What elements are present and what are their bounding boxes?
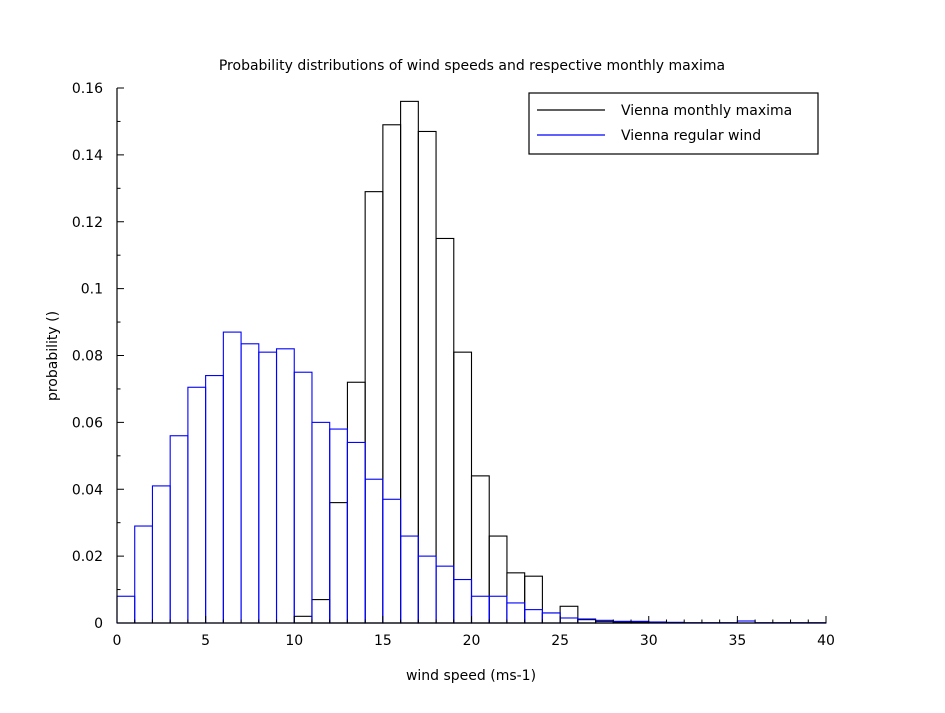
maxima-bar-25 <box>559 605 579 624</box>
x-tick-label-20: 20 <box>463 633 481 649</box>
regular-bar-19 <box>453 578 473 624</box>
maxima-bar-12 <box>329 502 348 624</box>
x-axis-label: wind speed (ms-1) <box>406 668 536 684</box>
regular-bar-2 <box>151 485 171 624</box>
legend-label-monthly-maxima: Vienna monthly maxima <box>621 103 792 119</box>
regular-bar-18 <box>435 565 455 624</box>
regular-bar-24 <box>541 612 561 624</box>
y-tick-label-0.14: 0.14 <box>72 148 103 164</box>
y-axis-label: probability () <box>45 311 61 401</box>
legend-box <box>528 92 819 155</box>
maxima-bar-20 <box>470 475 490 624</box>
regular-bar-3 <box>169 435 189 624</box>
regular-bar-16 <box>400 535 419 624</box>
regular-bar-13 <box>346 441 366 624</box>
maxima-bar-11 <box>311 599 331 624</box>
regular-bar-4 <box>187 386 207 624</box>
x-tick-label-15: 15 <box>374 633 392 649</box>
y-tick-label-0.02: 0.02 <box>72 549 103 565</box>
maxima-bar-23 <box>524 575 543 624</box>
regular-bar-25 <box>559 617 579 624</box>
regular-bar-22 <box>506 602 526 624</box>
y-tick-label-0.16: 0.16 <box>72 81 103 97</box>
y-tick-label-0.04: 0.04 <box>72 482 103 498</box>
regular-bar-1 <box>134 525 154 624</box>
regular-bar-11 <box>311 421 331 624</box>
chart-title: Probability distributions of wind speeds… <box>219 58 725 74</box>
x-tick-label-30: 30 <box>640 633 658 649</box>
regular-bar-8 <box>258 351 278 624</box>
regular-bar-17 <box>417 555 437 624</box>
regular-bar-9 <box>275 348 295 624</box>
legend-label-regular-wind: Vienna regular wind <box>621 128 761 144</box>
maxima-bar-17 <box>417 130 437 624</box>
y-tick-label-0.06: 0.06 <box>72 415 103 431</box>
legend: Vienna monthly maxima Vienna regular win… <box>528 92 819 155</box>
maxima-bar-19 <box>453 351 473 624</box>
x-tick-label-25: 25 <box>551 633 569 649</box>
maxima-bar-10 <box>293 615 313 624</box>
regular-bar-14 <box>364 478 384 624</box>
regular-bar-10 <box>293 371 313 624</box>
x-tick-label-5: 5 <box>201 633 210 649</box>
y-tick-label-0.1: 0.1 <box>81 282 103 298</box>
y-tick-label-0: 0 <box>94 616 103 632</box>
y-tick-label-0.08: 0.08 <box>72 349 103 365</box>
regular-bar-21 <box>488 595 508 624</box>
maxima-bar-22 <box>506 572 526 624</box>
regular-bar-23 <box>524 609 543 624</box>
maxima-bar-24 <box>541 612 561 624</box>
maxima-bar-13 <box>346 381 366 624</box>
maxima-bar-18 <box>435 237 455 624</box>
maxima-bar-21 <box>488 535 508 624</box>
regular-bar-6 <box>222 331 242 624</box>
x-tick-label-35: 35 <box>728 633 746 649</box>
regular-bar-12 <box>329 428 348 624</box>
maxima-bar-14 <box>364 191 384 624</box>
regular-bar-0 <box>116 595 136 624</box>
regular-bar-7 <box>240 343 260 624</box>
x-tick-label-40: 40 <box>817 633 835 649</box>
regular-bar-15 <box>382 498 402 624</box>
regular-bar-5 <box>205 375 224 624</box>
regular-bar-20 <box>470 595 490 624</box>
ticks: 0 5 10 15 20 25 30 35 40 0 0.02 0.04 0.06 0.08 0.1 0.12… <box>72 81 835 649</box>
maxima-bar-16 <box>400 100 419 624</box>
y-tick-label-0.12: 0.12 <box>72 215 103 231</box>
x-tick-label-10: 10 <box>285 633 303 649</box>
maxima-bar-15 <box>382 124 402 624</box>
x-tick-label-0: 0 <box>113 633 122 649</box>
